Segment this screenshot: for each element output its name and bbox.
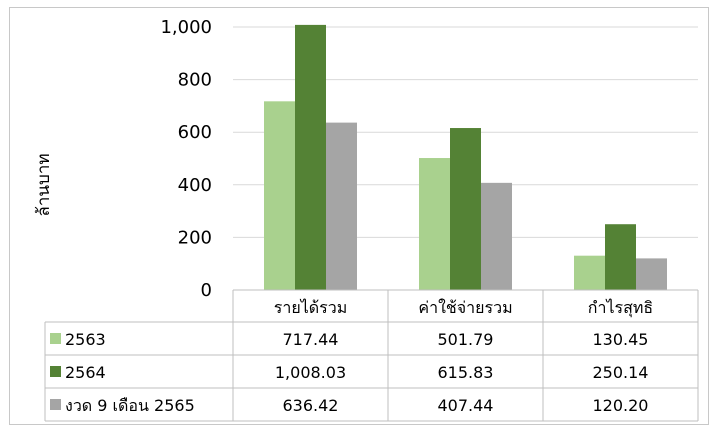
category-label: รายได้รวม	[274, 298, 348, 317]
data-label: 120.20	[593, 396, 649, 415]
legend-swatch	[50, 333, 61, 344]
y-tick-label: 800	[178, 70, 212, 91]
bar	[481, 182, 512, 290]
legend-label: งวด 9 เดือน 2565	[65, 396, 195, 415]
data-table: รายได้รวม ค่าใช้จ่ายรวม กำไรสุทธิ 2563 717.4…	[44, 289, 699, 422]
bar	[450, 128, 481, 290]
data-label: 130.45	[593, 330, 649, 349]
bars	[264, 24, 667, 290]
bar	[295, 24, 326, 290]
legend-label: 2563	[65, 330, 106, 349]
data-label: 1,008.03	[275, 363, 346, 382]
bar	[326, 122, 357, 290]
data-label: 407.44	[438, 396, 494, 415]
data-label: 250.14	[593, 363, 649, 382]
bar	[419, 158, 450, 290]
bar	[574, 255, 605, 290]
y-axis-label: ล้านบาท	[34, 153, 54, 216]
y-tick-label: 200	[178, 227, 212, 248]
data-label: 501.79	[438, 330, 494, 349]
legend-swatch	[50, 366, 61, 377]
legend-swatch	[50, 399, 61, 410]
y-tick-label: 400	[178, 175, 212, 196]
y-tick-label: 0	[201, 280, 212, 301]
y-axis-ticks: 0 200 400 600 800 1,000	[160, 17, 212, 301]
data-label: 636.42	[283, 396, 339, 415]
bar	[636, 258, 667, 290]
bar	[264, 101, 295, 290]
category-label: กำไรสุทธิ	[588, 298, 653, 318]
legend-label: 2564	[65, 363, 106, 382]
y-tick-label: 1,000	[160, 17, 212, 38]
data-label: 717.44	[283, 330, 339, 349]
y-tick-label: 600	[178, 122, 212, 143]
bar	[605, 224, 636, 290]
data-label: 615.83	[438, 363, 494, 382]
category-label: ค่าใช้จ่ายรวม	[418, 298, 512, 317]
